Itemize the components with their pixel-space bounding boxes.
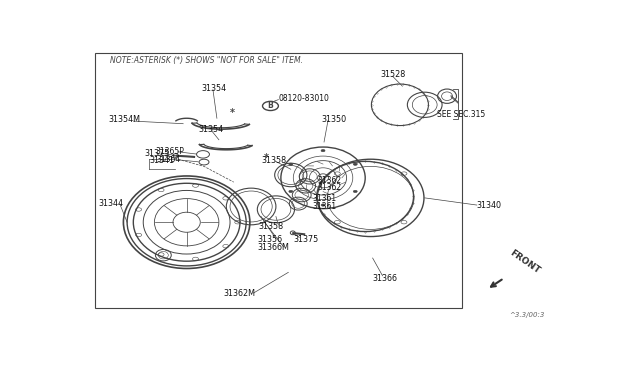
Text: B: B bbox=[268, 102, 273, 110]
Text: 31362M: 31362M bbox=[224, 289, 256, 298]
Text: ^3.3/00:3: ^3.3/00:3 bbox=[509, 312, 545, 318]
Circle shape bbox=[321, 204, 325, 206]
Text: 31528: 31528 bbox=[380, 70, 405, 78]
Text: FRONT: FRONT bbox=[508, 248, 541, 275]
Text: 31358: 31358 bbox=[259, 222, 284, 231]
Text: 31364: 31364 bbox=[157, 155, 181, 164]
Circle shape bbox=[289, 190, 293, 193]
Text: *: * bbox=[264, 153, 269, 163]
Text: 31340: 31340 bbox=[477, 201, 502, 209]
Text: 31361: 31361 bbox=[312, 202, 337, 211]
Text: 31358: 31358 bbox=[261, 156, 286, 165]
Text: 31344: 31344 bbox=[99, 199, 124, 208]
Text: 31354: 31354 bbox=[198, 125, 223, 134]
Text: 31365P: 31365P bbox=[156, 147, 184, 156]
Text: SEE SEC.315: SEE SEC.315 bbox=[437, 110, 485, 119]
Text: 31354M: 31354M bbox=[109, 115, 141, 125]
Text: 31375: 31375 bbox=[293, 235, 319, 244]
Text: 31354: 31354 bbox=[201, 84, 226, 93]
Text: 08120-83010: 08120-83010 bbox=[278, 94, 329, 103]
Text: 31362: 31362 bbox=[317, 183, 341, 192]
Circle shape bbox=[353, 190, 357, 193]
Circle shape bbox=[353, 163, 357, 166]
Text: 31356: 31356 bbox=[257, 235, 283, 244]
Text: 31350: 31350 bbox=[321, 115, 347, 124]
Text: 31366: 31366 bbox=[372, 273, 397, 283]
Text: 31375: 31375 bbox=[145, 149, 170, 158]
Text: *: * bbox=[230, 108, 236, 118]
Circle shape bbox=[321, 150, 325, 152]
Text: 31341: 31341 bbox=[150, 155, 175, 164]
Text: NOTE:ASTERISK (*) SHOWS "NOT FOR SALE" ITEM.: NOTE:ASTERISK (*) SHOWS "NOT FOR SALE" I… bbox=[110, 56, 303, 65]
Bar bbox=[95, 53, 462, 308]
Text: 31366M: 31366M bbox=[257, 243, 289, 251]
Text: 31361: 31361 bbox=[312, 194, 337, 203]
Circle shape bbox=[289, 163, 293, 166]
Text: 31362: 31362 bbox=[317, 176, 341, 185]
